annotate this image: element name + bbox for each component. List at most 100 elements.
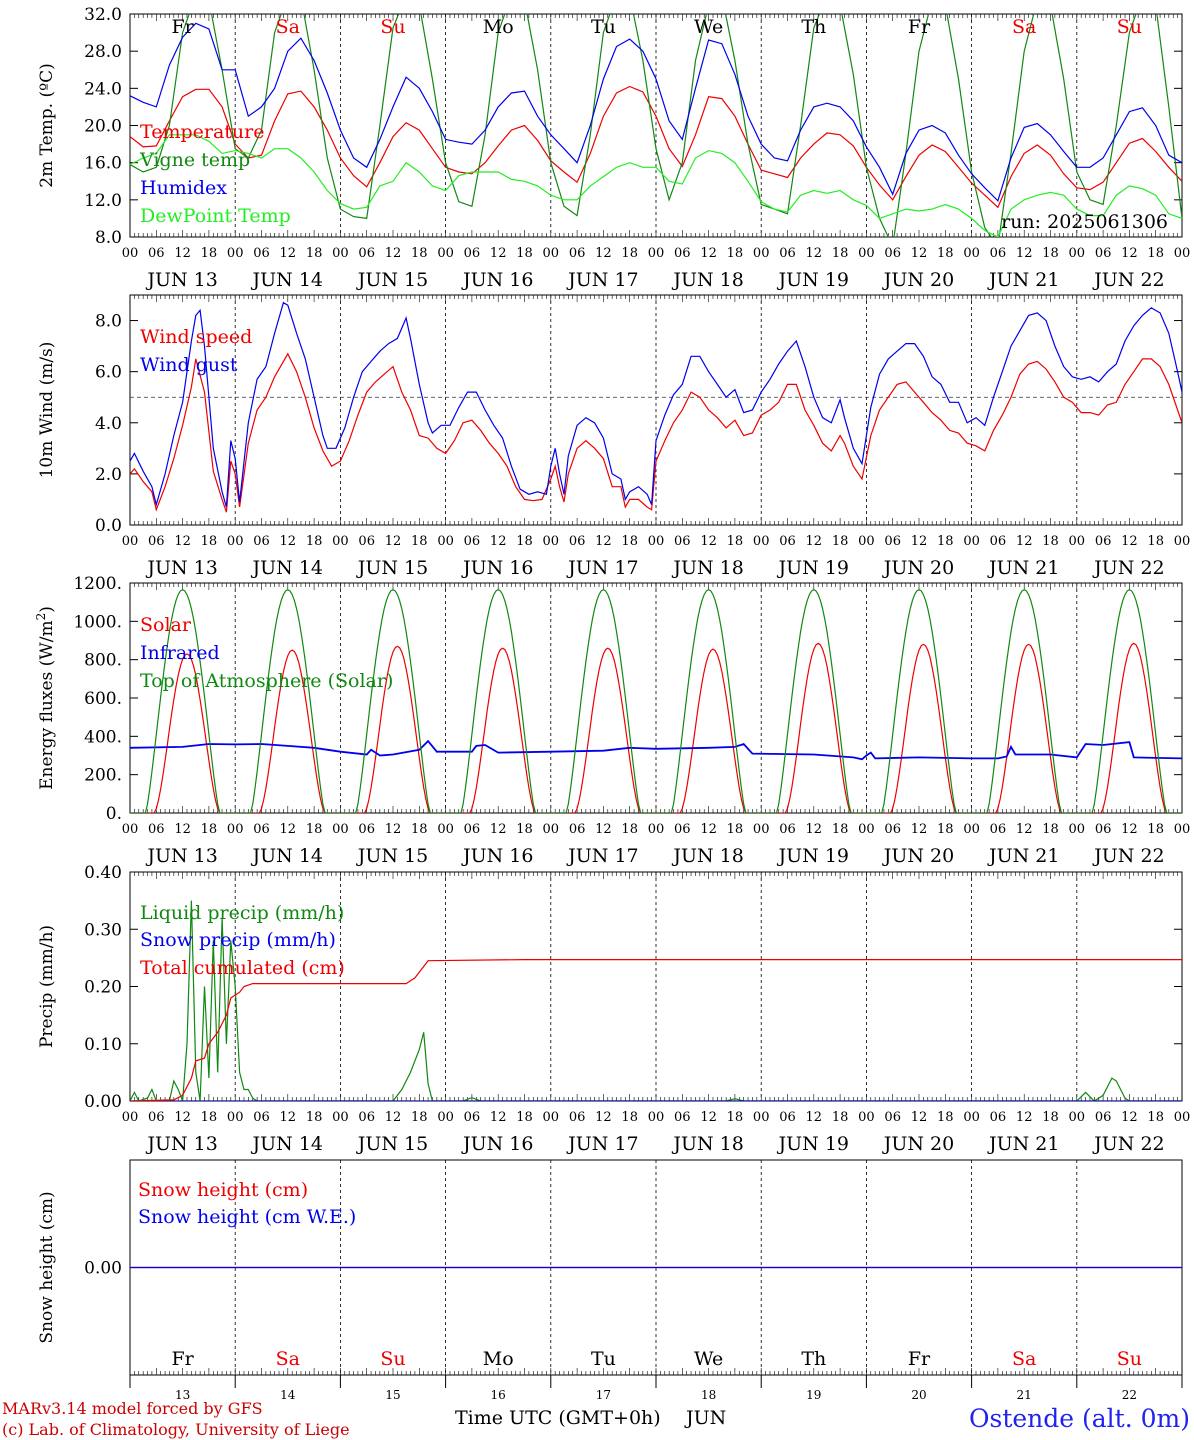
bottom-day-number: 14 — [280, 1388, 296, 1402]
x-hour-label: 12 — [806, 534, 823, 549]
x-hour-label: 00 — [332, 534, 349, 549]
x-hour-label: 06 — [779, 1110, 796, 1125]
y-axis-label: Energy fluxes (W/m2) — [34, 606, 57, 790]
x-hour-label: 00 — [227, 246, 244, 261]
x-hour-label: 18 — [1147, 534, 1164, 549]
legend-entry: Total cumulated (cm) — [140, 957, 345, 979]
bottom-weekday: Fr — [908, 1348, 931, 1370]
x-hour-label: 06 — [990, 822, 1007, 837]
x-date-label: JUN 20 — [882, 557, 954, 579]
x-date-label: JUN 16 — [461, 845, 533, 867]
weekday-label: Su — [380, 16, 405, 38]
bottom-weekday: Sa — [1012, 1348, 1036, 1370]
x-hour-label: 06 — [148, 822, 165, 837]
x-hour-label: 12 — [911, 822, 928, 837]
panel-snow: 0.00 Snow height (cm) Snow height (cm) Snow… — [37, 1159, 1183, 1376]
x-hour-label: 00 — [648, 246, 665, 261]
panel-temp: 8.0 12.0 16.0 20.0 24.0 28.0 32.0 2m Temp. (ºC)… — [37, 5, 1191, 291]
x-hour-label: 12 — [174, 534, 191, 549]
x-hour-label: 00 — [1174, 1110, 1191, 1125]
x-hour-label: 00 — [648, 822, 665, 837]
x-hour-label: 00 — [122, 1110, 139, 1125]
weekday-label: Sa — [276, 16, 300, 38]
y-tick-label: 20.0 — [84, 117, 122, 137]
x-hour-label: 00 — [1174, 534, 1191, 549]
x-hour-label: 06 — [358, 534, 375, 549]
x-hour-label: 18 — [727, 822, 744, 837]
y-tick-label: 0. — [106, 804, 122, 824]
x-hour-label: 12 — [595, 1110, 612, 1125]
series-dewpoint-temp — [130, 134, 1182, 237]
x-hour-label: 18 — [1147, 1110, 1164, 1125]
x-hour-label: 12 — [1121, 822, 1138, 837]
panel-wind: 0.0 2.0 4.0 6.0 8.0 10m Wind (m/s) Wind speed W… — [37, 294, 1191, 579]
x-hour-label: 00 — [753, 1110, 770, 1125]
x-date-label: JUN 15 — [356, 269, 428, 291]
panel-energy: 0. 200. 400. 600. 800. 1000. 1200. Energy fluxe… — [34, 574, 1190, 867]
x-date-label: JUN 22 — [1092, 557, 1164, 579]
x-axis-title: Time UTC (GMT+0h) — [455, 1407, 661, 1429]
x-hour-label: 06 — [674, 822, 691, 837]
x-hour-label: 00 — [963, 534, 980, 549]
x-hour-label: 18 — [832, 246, 849, 261]
x-date-label: JUN 13 — [145, 269, 217, 291]
weekday-label: Th — [801, 16, 826, 38]
x-hour-label: 00 — [858, 246, 875, 261]
x-hour-label: 18 — [411, 1110, 428, 1125]
x-hour-label: 18 — [516, 246, 533, 261]
y-axis-label: Precip (mm/h) — [37, 925, 57, 1048]
x-date-label: JUN 20 — [882, 1133, 954, 1155]
bottom-day-number: 13 — [175, 1388, 190, 1402]
x-hour-label: 00 — [227, 1110, 244, 1125]
x-hour-label: 18 — [201, 822, 218, 837]
x-hour-label: 12 — [174, 246, 191, 261]
legend-entry: Snow height (cm W.E.) — [138, 1206, 356, 1228]
x-hour-label: 00 — [437, 534, 454, 549]
series-liquid-precip-mm-h- — [130, 900, 1182, 1101]
x-date-label: JUN 18 — [671, 269, 743, 291]
x-hour-label: 06 — [779, 246, 796, 261]
x-hour-label: 06 — [990, 1110, 1007, 1125]
weekday-label: We — [694, 16, 723, 38]
x-hour-label: 12 — [490, 534, 507, 549]
y-tick-label: 4.0 — [95, 414, 122, 434]
bottom-day-number: 15 — [385, 1388, 400, 1402]
x-date-label: JUN 16 — [461, 557, 533, 579]
x-hour-label: 06 — [569, 534, 586, 549]
x-hour-label: 12 — [1121, 1110, 1138, 1125]
x-hour-label: 06 — [358, 1110, 375, 1125]
x-hour-label: 06 — [253, 1110, 270, 1125]
x-hour-label: 00 — [332, 246, 349, 261]
x-hour-label: 12 — [385, 822, 402, 837]
bottom-weekday: Th — [801, 1348, 826, 1370]
y-tick-label: 0.00 — [84, 1259, 122, 1279]
x-date-label: JUN 14 — [251, 269, 323, 291]
x-hour-label: 18 — [832, 534, 849, 549]
x-hour-label: 12 — [1016, 1110, 1033, 1125]
x-hour-label: 00 — [1174, 246, 1191, 261]
x-hour-label: 12 — [280, 822, 297, 837]
bottom-day-number: 21 — [1017, 1388, 1032, 1402]
y-tick-label: 800. — [84, 651, 122, 671]
x-hour-label: 18 — [201, 534, 218, 549]
credit-line-1: MARv3.14 model forced by GFS — [2, 1399, 263, 1418]
x-date-label: JUN 16 — [461, 1133, 533, 1155]
x-hour-label: 18 — [516, 822, 533, 837]
weekday-label: Fr — [908, 16, 931, 38]
legend-entry: Solar — [140, 614, 192, 636]
x-date-label: JUN 13 — [145, 557, 217, 579]
x-hour-label: 18 — [727, 534, 744, 549]
x-hour-label: 12 — [700, 1110, 717, 1125]
x-hour-label: 12 — [806, 1110, 823, 1125]
x-hour-label: 18 — [621, 822, 638, 837]
series-infrared — [130, 739, 1182, 761]
y-tick-label: 200. — [84, 766, 122, 786]
y-axis-label-end: ) — [37, 606, 57, 613]
x-hour-label: 00 — [963, 246, 980, 261]
x-hour-label: 06 — [674, 1110, 691, 1125]
x-hour-label: 18 — [201, 1110, 218, 1125]
legend-entry: Humidex — [140, 177, 227, 199]
x-hour-label: 06 — [779, 822, 796, 837]
y-tick-label: 8.0 — [95, 228, 122, 248]
